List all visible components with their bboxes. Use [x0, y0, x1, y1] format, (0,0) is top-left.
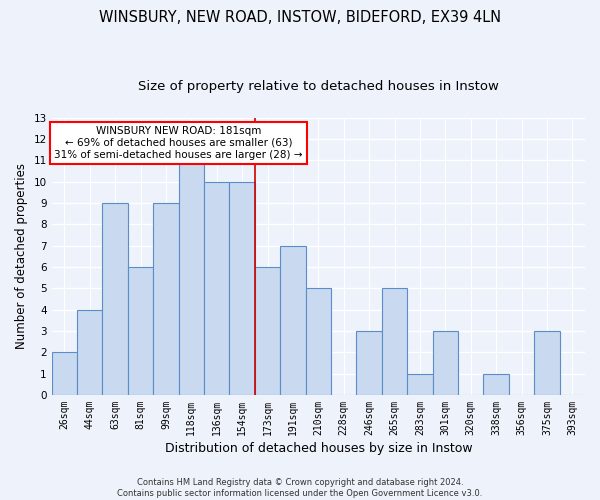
Bar — [356, 331, 382, 395]
Bar — [534, 331, 560, 395]
Bar — [484, 374, 509, 395]
Text: WINSBURY, NEW ROAD, INSTOW, BIDEFORD, EX39 4LN: WINSBURY, NEW ROAD, INSTOW, BIDEFORD, EX… — [99, 10, 501, 25]
Bar — [280, 246, 305, 395]
Text: Contains HM Land Registry data © Crown copyright and database right 2024.
Contai: Contains HM Land Registry data © Crown c… — [118, 478, 482, 498]
X-axis label: Distribution of detached houses by size in Instow: Distribution of detached houses by size … — [164, 442, 472, 455]
Bar — [52, 352, 77, 395]
Bar — [229, 182, 255, 395]
Y-axis label: Number of detached properties: Number of detached properties — [15, 164, 28, 350]
Bar — [103, 203, 128, 395]
Bar — [77, 310, 103, 395]
Title: Size of property relative to detached houses in Instow: Size of property relative to detached ho… — [138, 80, 499, 93]
Bar — [255, 267, 280, 395]
Bar — [407, 374, 433, 395]
Bar — [382, 288, 407, 395]
Bar — [153, 203, 179, 395]
Bar — [204, 182, 229, 395]
Text: WINSBURY NEW ROAD: 181sqm
← 69% of detached houses are smaller (63)
31% of semi-: WINSBURY NEW ROAD: 181sqm ← 69% of detac… — [55, 126, 303, 160]
Bar — [305, 288, 331, 395]
Bar — [179, 160, 204, 395]
Bar — [128, 267, 153, 395]
Bar — [433, 331, 458, 395]
